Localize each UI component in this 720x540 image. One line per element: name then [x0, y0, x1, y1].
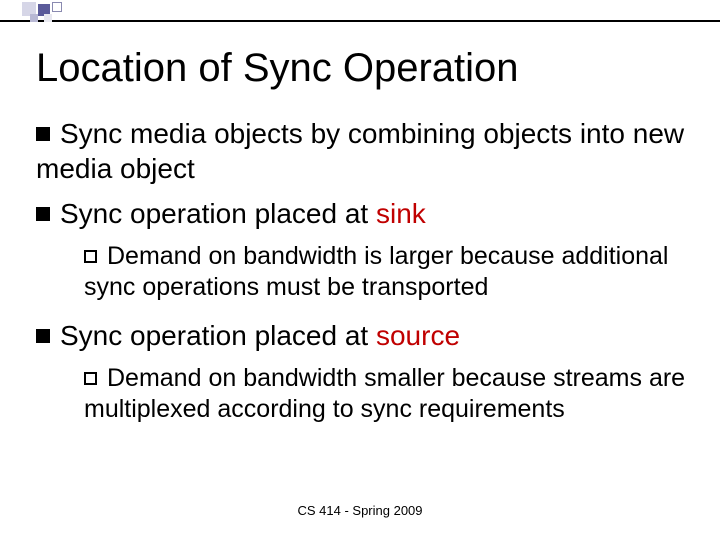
bullet-l2: Demand on bandwidth smaller because stre… — [84, 363, 686, 426]
square-bullet-icon — [36, 207, 50, 221]
bullet-l2: Demand on bandwidth is larger because ad… — [84, 241, 686, 304]
bullet-l1: Sync media objects by combining objects … — [36, 116, 686, 186]
slide: { "title": "Location of Sync Operation",… — [0, 0, 720, 540]
bullet-accent: sink — [376, 198, 426, 229]
bullet-text: Sync media objects by combining objects … — [36, 118, 684, 184]
slide-body: Sync media objects by combining objects … — [36, 116, 686, 439]
hollow-square-bullet-icon — [84, 372, 97, 385]
square-bullet-icon — [36, 329, 50, 343]
bullet-text: Demand on bandwidth is larger because ad… — [84, 242, 668, 301]
header-rule — [0, 20, 720, 22]
decor-square — [30, 14, 38, 22]
bullet-text-pre: Sync operation placed at — [60, 198, 376, 229]
bullet-l1: Sync operation placed at source — [36, 318, 686, 353]
bullet-text: Sync operation placed at source — [60, 320, 460, 351]
hollow-square-bullet-icon — [84, 250, 97, 263]
bullet-l1: Sync operation placed at sink — [36, 196, 686, 231]
bullet-text: Demand on bandwidth smaller because stre… — [84, 364, 685, 423]
slide-title: Location of Sync Operation — [36, 46, 519, 91]
bullet-text: Sync operation placed at sink — [60, 198, 426, 229]
slide-footer: CS 414 - Spring 2009 — [0, 503, 720, 518]
bullet-text-pre: Sync operation placed at — [60, 320, 376, 351]
bullet-accent: source — [376, 320, 460, 351]
header-decor — [0, 0, 720, 26]
decor-square — [52, 2, 62, 12]
square-bullet-icon — [36, 127, 50, 141]
decor-square — [44, 14, 52, 22]
